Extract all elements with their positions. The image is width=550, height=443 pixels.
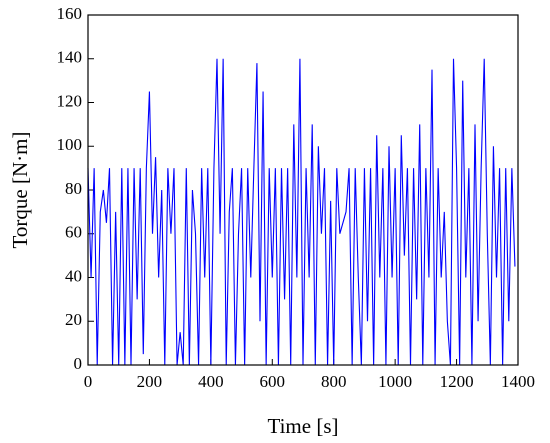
x-tick-label: 1200 bbox=[440, 372, 474, 391]
x-tick-label: 400 bbox=[198, 372, 224, 391]
y-tick-label: 20 bbox=[65, 310, 82, 329]
y-tick-label: 100 bbox=[57, 135, 83, 154]
y-tick-label: 80 bbox=[65, 179, 82, 198]
y-tick-label: 0 bbox=[74, 354, 83, 373]
x-tick-label: 200 bbox=[137, 372, 163, 391]
y-axis-title: Torque [N·m] bbox=[8, 132, 32, 249]
plot-frame bbox=[87, 14, 519, 366]
y-tick-label: 60 bbox=[65, 223, 82, 242]
x-tick-label: 800 bbox=[321, 372, 347, 391]
x-tick-label: 1400 bbox=[501, 372, 535, 391]
x-axis-title: Time [s] bbox=[268, 414, 339, 438]
x-tick-label: 1000 bbox=[378, 372, 412, 391]
y-tick-label: 120 bbox=[57, 91, 83, 110]
y-tick-label: 40 bbox=[65, 266, 82, 285]
y-tick-label: 140 bbox=[57, 48, 83, 67]
x-tick-label: 0 bbox=[84, 372, 93, 391]
data-line bbox=[87, 58, 516, 366]
y-tick-label: 160 bbox=[57, 4, 83, 23]
x-tick-label: 600 bbox=[260, 372, 286, 391]
